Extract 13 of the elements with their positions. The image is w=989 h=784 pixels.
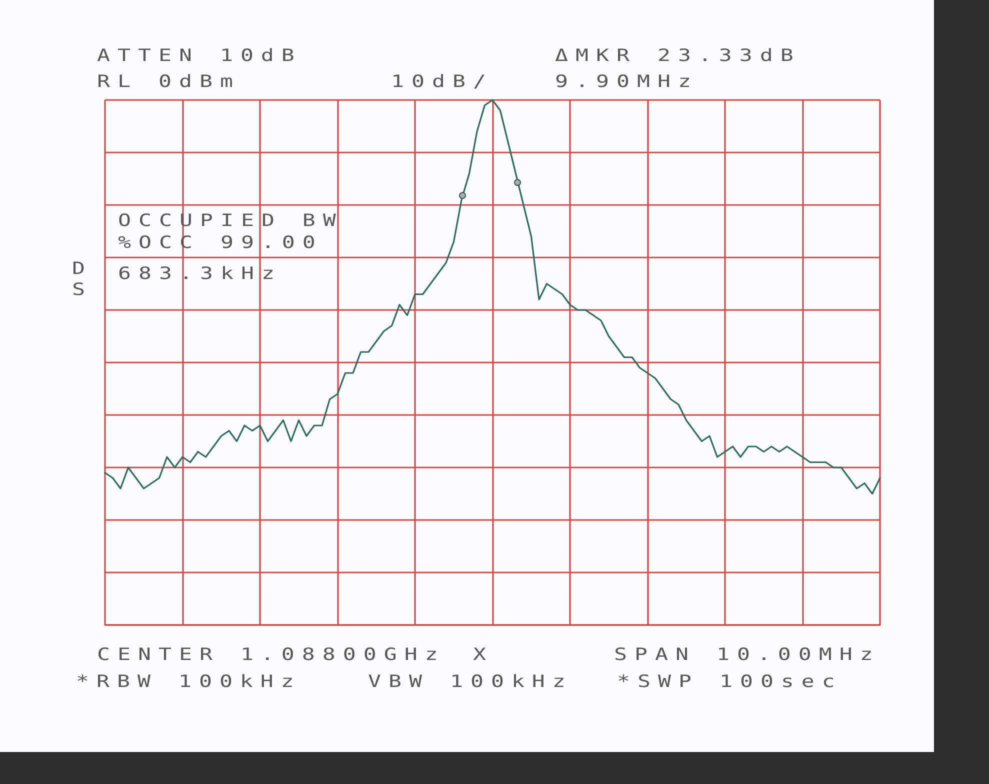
text: VBW 100kHz	[368, 672, 573, 692]
text: X	[473, 645, 494, 665]
text: CENTER 1.08800GHz	[97, 645, 446, 665]
text: *RBW 100kHz	[76, 672, 302, 692]
text: 10dB/	[391, 72, 494, 92]
text: SPAN 10.00MHz	[614, 645, 880, 665]
text: ATTEN 10dB	[97, 46, 302, 66]
text: S	[72, 280, 92, 300]
text: *SWP 100sec	[617, 672, 842, 692]
text: ΔMKR 23.33dB	[555, 46, 801, 66]
text: RL 0dBm	[97, 72, 240, 92]
text: 9.90MHz	[555, 72, 698, 92]
text: D	[72, 259, 92, 279]
